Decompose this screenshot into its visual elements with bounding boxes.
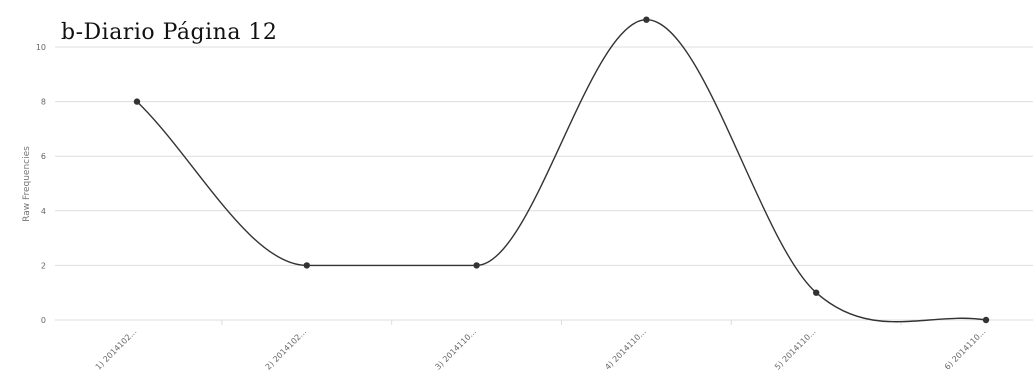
x-tick-label: 2) 2014102... (264, 327, 309, 372)
y-tick-label: 6 (41, 152, 46, 161)
y-tick-label: 2 (41, 261, 46, 270)
x-tick-label: 1) 2014102... (94, 327, 139, 372)
x-tick-label: 5) 2014110... (773, 327, 818, 372)
x-tick-label: 3) 2014110... (433, 327, 478, 372)
x-tick-label: 6) 2014110... (943, 327, 988, 372)
y-tick-label: 4 (41, 207, 46, 216)
y-tick-label: 8 (41, 98, 46, 107)
y-tick-label: 10 (36, 43, 46, 52)
chart-title: b-Diario Página 12 (61, 20, 278, 45)
data-point[interactable] (133, 98, 141, 105)
data-point[interactable] (982, 316, 990, 324)
y-tick-label: 0 (41, 316, 46, 325)
x-tick-label: 4) 2014110... (603, 327, 648, 372)
data-point[interactable] (643, 16, 650, 23)
data-point[interactable] (813, 289, 820, 296)
data-point[interactable] (473, 262, 480, 269)
series-line (136, 18, 987, 323)
data-point[interactable] (303, 262, 310, 269)
